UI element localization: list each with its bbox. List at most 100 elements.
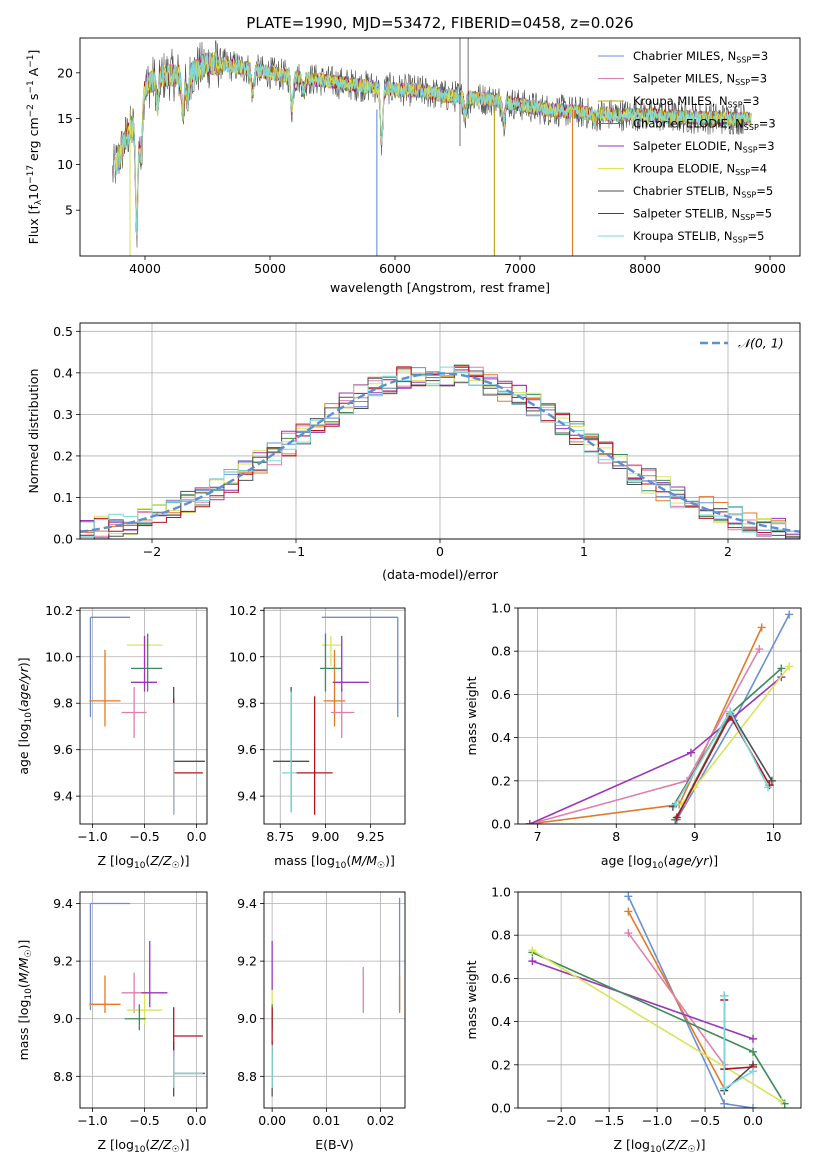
y-tick-label: 8.8 xyxy=(237,1069,257,1084)
y-tick-label: 10.0 xyxy=(229,649,257,664)
weight-marker xyxy=(624,929,633,938)
y-tick-label: 9.4 xyxy=(237,789,257,804)
y-tick-label: 9.2 xyxy=(237,954,257,969)
x-tick-label: 7000 xyxy=(504,261,536,276)
y-tick-label: 9.2 xyxy=(53,954,73,969)
legend-label: Kroupa STELIB, NSSP=5 xyxy=(633,229,764,245)
age-vs-mass-panel: 8.75 9.00 9.25 9.4 9.6 9.8 10.0 10.2 mass [log10… xyxy=(229,603,406,871)
y-tick-label: 1.0 xyxy=(491,885,511,900)
x-tick-label: 0 xyxy=(436,544,444,559)
weight-vs-metallicity-panel: −2.0 −1.5 −1.0 −0.5 0.0 0.0 0.2 0.4 0.6 0.8 1.0 Z [… xyxy=(464,885,802,1155)
x-tick-label: −0.5 xyxy=(129,1113,159,1128)
weight-marker xyxy=(720,1084,729,1093)
plot-area xyxy=(89,902,205,1097)
y-tick-label: 5 xyxy=(65,203,73,218)
x-tick-label: 4000 xyxy=(129,261,161,276)
y-tick-label: 9.0 xyxy=(53,1011,73,1026)
y-tick-label: 9.8 xyxy=(53,696,73,711)
axes-frame xyxy=(263,607,406,825)
weight-vs-age-panel: 7 8 9 10 0.0 0.2 0.4 0.6 0.8 1.0 age [log10(age/yr… xyxy=(464,601,802,871)
y-tick-label: 9.4 xyxy=(237,896,257,911)
age-vs-metallicity-panel: −1.0 −0.5 0.0 9.4 9.6 9.8 10.0 10.2 Z [log10(Z/Z… xyxy=(16,603,208,871)
weight-marker xyxy=(525,820,534,824)
axes-frame xyxy=(517,891,802,1109)
weight-marker xyxy=(755,645,764,654)
y-axis-label: Normed distribution xyxy=(26,369,41,494)
x-tick-label: 9000 xyxy=(754,261,786,276)
weight-line xyxy=(627,932,725,1066)
y-tick-label: 0.4 xyxy=(491,730,511,745)
plot-area xyxy=(273,616,399,815)
weight-marker xyxy=(624,907,633,916)
figure-title: PLATE=1990, MJD=53472, FIBERID=0458, z=0… xyxy=(246,14,633,32)
weight-marker xyxy=(749,1034,758,1043)
y-axis-label: mass weight xyxy=(464,676,479,755)
y-tick-label: 10.2 xyxy=(229,603,257,618)
legend-label: 𝒩(0, 1) xyxy=(738,336,784,351)
plot-area xyxy=(525,610,794,824)
x-tick-label: 7 xyxy=(534,829,542,844)
legend-label: Chabrier STELIB, NSSP=5 xyxy=(633,184,773,200)
x-tick-label: 1 xyxy=(580,544,588,559)
y-tick-label: 9.4 xyxy=(53,896,73,911)
y-tick-label: 1.0 xyxy=(491,601,511,616)
x-tick-label: −2.0 xyxy=(546,1113,576,1128)
x-tick-label: −0.5 xyxy=(129,829,159,844)
weight-marker xyxy=(686,748,695,757)
y-tick-label: 0.4 xyxy=(53,365,73,380)
plot-area xyxy=(89,616,205,815)
normal-curve xyxy=(80,372,800,533)
residuals-panel: −2 −1 0 1 2 0.0 0.1 0.2 0.3 0.4 0.5 𝒩(0, 1) (data-mo… xyxy=(26,322,801,582)
y-tick-label: 8.8 xyxy=(53,1069,73,1084)
x-tick-label: 9 xyxy=(691,829,699,844)
y-tick-label: 0.3 xyxy=(53,407,73,422)
x-tick-label: −1.0 xyxy=(77,829,107,844)
axes-frame xyxy=(263,891,406,1109)
weight-marker xyxy=(757,623,766,632)
x-axis-label: E(B-V) xyxy=(315,1137,354,1152)
weight-marker xyxy=(785,662,794,671)
y-tick-label: 10 xyxy=(57,157,73,172)
x-tick-label: 0.00 xyxy=(258,1113,286,1128)
x-tick-label: −1 xyxy=(287,544,305,559)
y-tick-label: 0.2 xyxy=(491,773,511,788)
x-tick-label: 8.75 xyxy=(266,829,294,844)
weight-marker xyxy=(767,776,776,785)
y-tick-label: 0.6 xyxy=(491,971,511,986)
legend-label: Salpeter STELIB, NSSP=5 xyxy=(633,207,772,223)
y-tick-label: 15 xyxy=(57,111,73,126)
y-tick-label: 9.8 xyxy=(237,696,257,711)
weight-marker xyxy=(777,1097,786,1106)
legend-label: Salpeter ELODIE, NSSP=3 xyxy=(633,139,775,155)
y-tick-label: 10.0 xyxy=(45,649,73,664)
x-tick-label: 5000 xyxy=(254,261,286,276)
x-tick-label: 0.0 xyxy=(187,829,207,844)
y-tick-label: 10.2 xyxy=(45,603,73,618)
legend-label: Salpeter MILES, NSSP=3 xyxy=(633,72,767,88)
weight-marker xyxy=(749,1047,758,1056)
x-tick-label: 2 xyxy=(724,544,732,559)
y-tick-label: 0.2 xyxy=(53,448,73,463)
x-tick-label: 9.00 xyxy=(312,829,340,844)
y-axis-label: mass [log10(M/M☉)] xyxy=(16,940,34,1061)
plot-area xyxy=(80,364,800,539)
plot-area xyxy=(271,897,401,1097)
y-tick-label: 0.8 xyxy=(491,928,511,943)
weight-marker xyxy=(672,813,681,822)
legend-label: Chabrier ELODIE, NSSP=3 xyxy=(633,117,776,133)
x-axis-label: Z [log10(Z/Z☉)] xyxy=(614,1137,706,1155)
mass-vs-metallicity-panel: −1.0 −0.5 0.0 8.8 9.0 9.2 9.4 Z [log10(Z/Z☉)] ma… xyxy=(16,891,208,1155)
weight-marker xyxy=(749,1104,758,1108)
x-tick-label: 0.01 xyxy=(312,1113,340,1128)
weight-marker xyxy=(720,991,729,1000)
y-tick-label: 9.0 xyxy=(237,1011,257,1026)
plot-area xyxy=(528,892,789,1108)
y-axis-label: age [log10(age/yr)] xyxy=(16,657,34,774)
legend-label: Kroupa ELODIE, NSSP=4 xyxy=(633,162,767,178)
weight-marker xyxy=(777,664,786,673)
y-tick-label: 0.2 xyxy=(491,1057,511,1072)
x-tick-label: 9.25 xyxy=(357,829,385,844)
mass-vs-ebv-panel: 0.00 0.01 0.02 8.8 9.0 9.2 9.4 E(B-V) xyxy=(237,891,406,1152)
legend-label: Kroupa MILES, NSSP=3 xyxy=(633,94,759,110)
